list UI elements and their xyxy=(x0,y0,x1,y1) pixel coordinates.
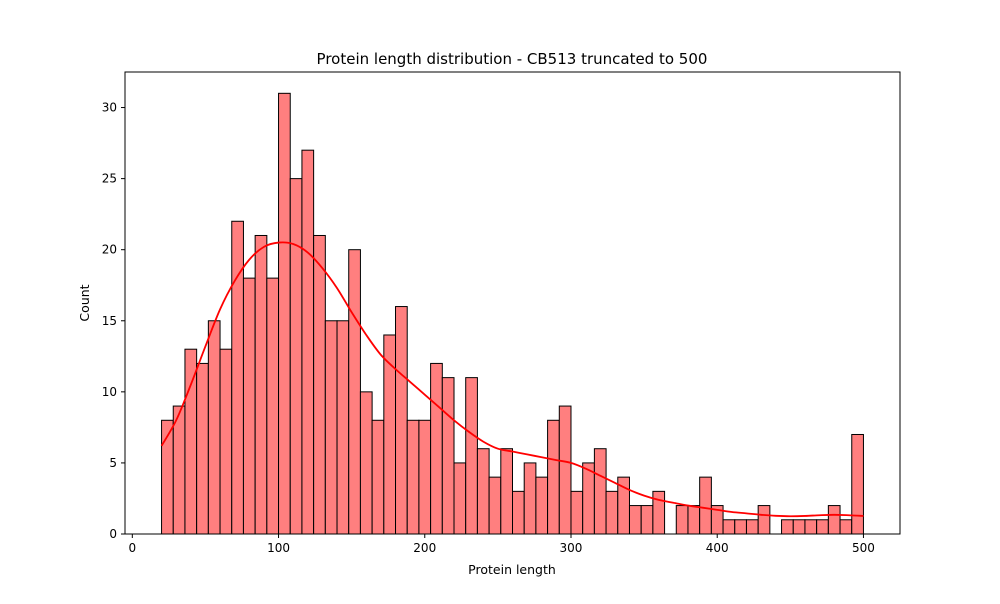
histogram-bar xyxy=(395,306,408,535)
histogram-bar xyxy=(289,178,303,535)
histogram-bar xyxy=(453,462,467,535)
x-tick-label: 300 xyxy=(560,541,583,555)
histogram-bar xyxy=(699,476,712,535)
histogram-bar xyxy=(207,320,221,535)
histogram-bar xyxy=(441,377,455,535)
histogram-bar xyxy=(593,448,607,535)
x-tick-label: 200 xyxy=(413,541,436,555)
histogram-bar xyxy=(839,519,853,535)
bars-layer xyxy=(161,92,864,535)
histogram-bar xyxy=(313,234,326,535)
plot-frame xyxy=(124,71,901,535)
histogram-bar xyxy=(430,362,443,535)
y-axis-label: Count xyxy=(77,284,92,321)
histogram-bar xyxy=(547,419,560,535)
histogram-bar xyxy=(418,419,432,535)
histogram-bar xyxy=(535,476,549,535)
y-tick-label: 15 xyxy=(102,314,117,328)
y-tick-label: 20 xyxy=(102,243,117,257)
x-axis-label: Protein length xyxy=(468,562,556,577)
histogram-bar xyxy=(792,519,806,535)
histogram-bar xyxy=(605,490,619,535)
histogram-bar xyxy=(359,391,373,535)
x-axis-ticks: 0 100 200 300 400 500 xyxy=(128,534,875,555)
histogram-bar xyxy=(804,519,818,535)
histogram-bar xyxy=(558,405,572,535)
histogram-bar xyxy=(687,505,701,535)
histogram-bar xyxy=(851,433,864,535)
histogram-bar xyxy=(570,490,584,535)
histogram-bar xyxy=(278,92,291,535)
histogram-bar xyxy=(745,519,759,535)
histogram-bar xyxy=(301,149,315,535)
y-tick-label: 0 xyxy=(109,527,117,541)
chart-title: Protein length distribution - CB513 trun… xyxy=(317,50,708,68)
histogram-bar xyxy=(827,505,841,535)
histogram-bar xyxy=(371,419,385,535)
histogram-bar xyxy=(512,490,525,535)
y-tick-label: 5 xyxy=(109,456,117,470)
y-tick-label: 25 xyxy=(102,172,117,186)
histogram-bar xyxy=(722,519,736,535)
histogram-bar xyxy=(781,519,794,535)
x-tick-label: 0 xyxy=(128,541,136,555)
histogram-bar xyxy=(816,519,829,535)
histogram-bar xyxy=(734,519,747,535)
x-tick-label: 500 xyxy=(852,541,875,555)
histogram-bar xyxy=(465,377,478,535)
histogram-bar xyxy=(266,277,280,535)
histogram-bar xyxy=(675,505,689,535)
histogram-bar xyxy=(324,320,338,535)
histogram-bar xyxy=(476,448,490,535)
histogram-bar xyxy=(196,362,209,535)
histogram-bar xyxy=(348,249,361,535)
y-axis-ticks: 0 5 10 15 20 25 30 xyxy=(102,101,125,541)
histogram-bar xyxy=(184,348,198,535)
x-tick-label: 400 xyxy=(706,541,729,555)
histogram-bar xyxy=(254,234,268,535)
kde-layer xyxy=(160,241,864,518)
kde-curve xyxy=(160,241,864,518)
histogram-bar xyxy=(406,419,420,535)
histogram-bar xyxy=(757,505,771,535)
histogram-bar xyxy=(242,277,256,535)
histogram-bar xyxy=(488,476,502,535)
histogram-bar xyxy=(582,462,595,535)
y-tick-label: 30 xyxy=(102,101,117,115)
histogram-bar xyxy=(640,505,654,535)
x-tick-label: 100 xyxy=(267,541,290,555)
histogram-bar xyxy=(628,505,642,535)
histogram-bar xyxy=(652,490,666,535)
histogram-bar xyxy=(523,462,537,535)
y-tick-label: 10 xyxy=(102,385,117,399)
histogram-bar xyxy=(219,348,233,535)
histogram-bar xyxy=(172,405,186,535)
histogram-bar xyxy=(500,448,513,535)
histogram-bar xyxy=(336,320,350,535)
